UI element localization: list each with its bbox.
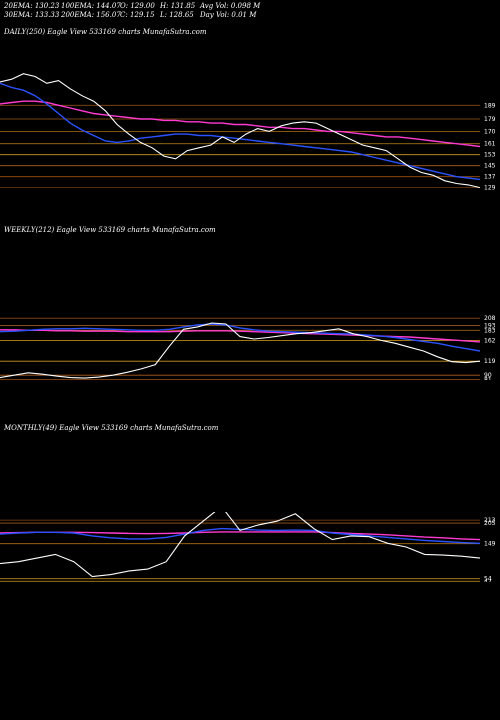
level-label: 208 [484, 315, 496, 322]
high-label: H: 131.85 [160, 2, 196, 10]
low-label: L: 128.65 [160, 11, 194, 19]
level-label: 205 [484, 520, 496, 527]
level-label: 161 [484, 141, 496, 148]
level-label: 129 [484, 185, 496, 192]
level-label: 183 [484, 327, 496, 334]
avg-vol-label: Avg Vol: 0.098 M [200, 2, 261, 10]
level-label: 162 [484, 337, 496, 344]
level-label: 179 [484, 116, 496, 123]
level-label: 81 [484, 377, 492, 380]
level-label: 149 [484, 541, 496, 548]
series-line-ema-pink [0, 531, 481, 541]
level-label: 119 [484, 358, 496, 365]
series-line-price [0, 322, 481, 379]
series-line-ema-blue [0, 527, 481, 544]
daily-chart-title: DAILY(250) Eagle View 533169 charts Muna… [4, 28, 207, 36]
close-label: C: 129.15 [120, 11, 155, 19]
series-line-price [0, 73, 481, 189]
day-vol-label: Day Vol: 0.01 M [200, 11, 257, 19]
series-line-ema-pink [0, 100, 481, 148]
weekly-chart-title: WEEKLY(212) Eagle View 533169 charts Mun… [4, 226, 216, 234]
monthly-chart-title: MONTHLY(49) Eagle View 533169 charts Mun… [4, 424, 219, 432]
ema20-label: 20EMA: 130.23 [4, 2, 60, 10]
level-label: 153 [484, 152, 496, 159]
ema100-label: 100EMA: 144.07 [61, 2, 121, 10]
ema200-label: 200EMA: 156.07 [61, 11, 121, 19]
series-line-price [0, 512, 481, 578]
level-label: 47 [484, 578, 492, 582]
level-label: 189 [484, 102, 496, 109]
level-label: 54 [484, 576, 492, 582]
level-label: 137 [484, 174, 496, 181]
level-label: 213 [484, 517, 496, 524]
level-label: 193 [484, 322, 496, 329]
level-label: 145 [484, 163, 496, 170]
level-label: 170 [484, 128, 496, 135]
open-label: O: 129.00 [120, 2, 155, 10]
daily-chart: 189 179 170 161 153 145 137 129 [0, 73, 496, 192]
series-line-ema-blue [0, 323, 481, 352]
level-label: 90 [484, 372, 492, 379]
series-line-ema-pink [0, 329, 481, 343]
ema30-label: 30EMA: 133.33 [4, 11, 60, 19]
